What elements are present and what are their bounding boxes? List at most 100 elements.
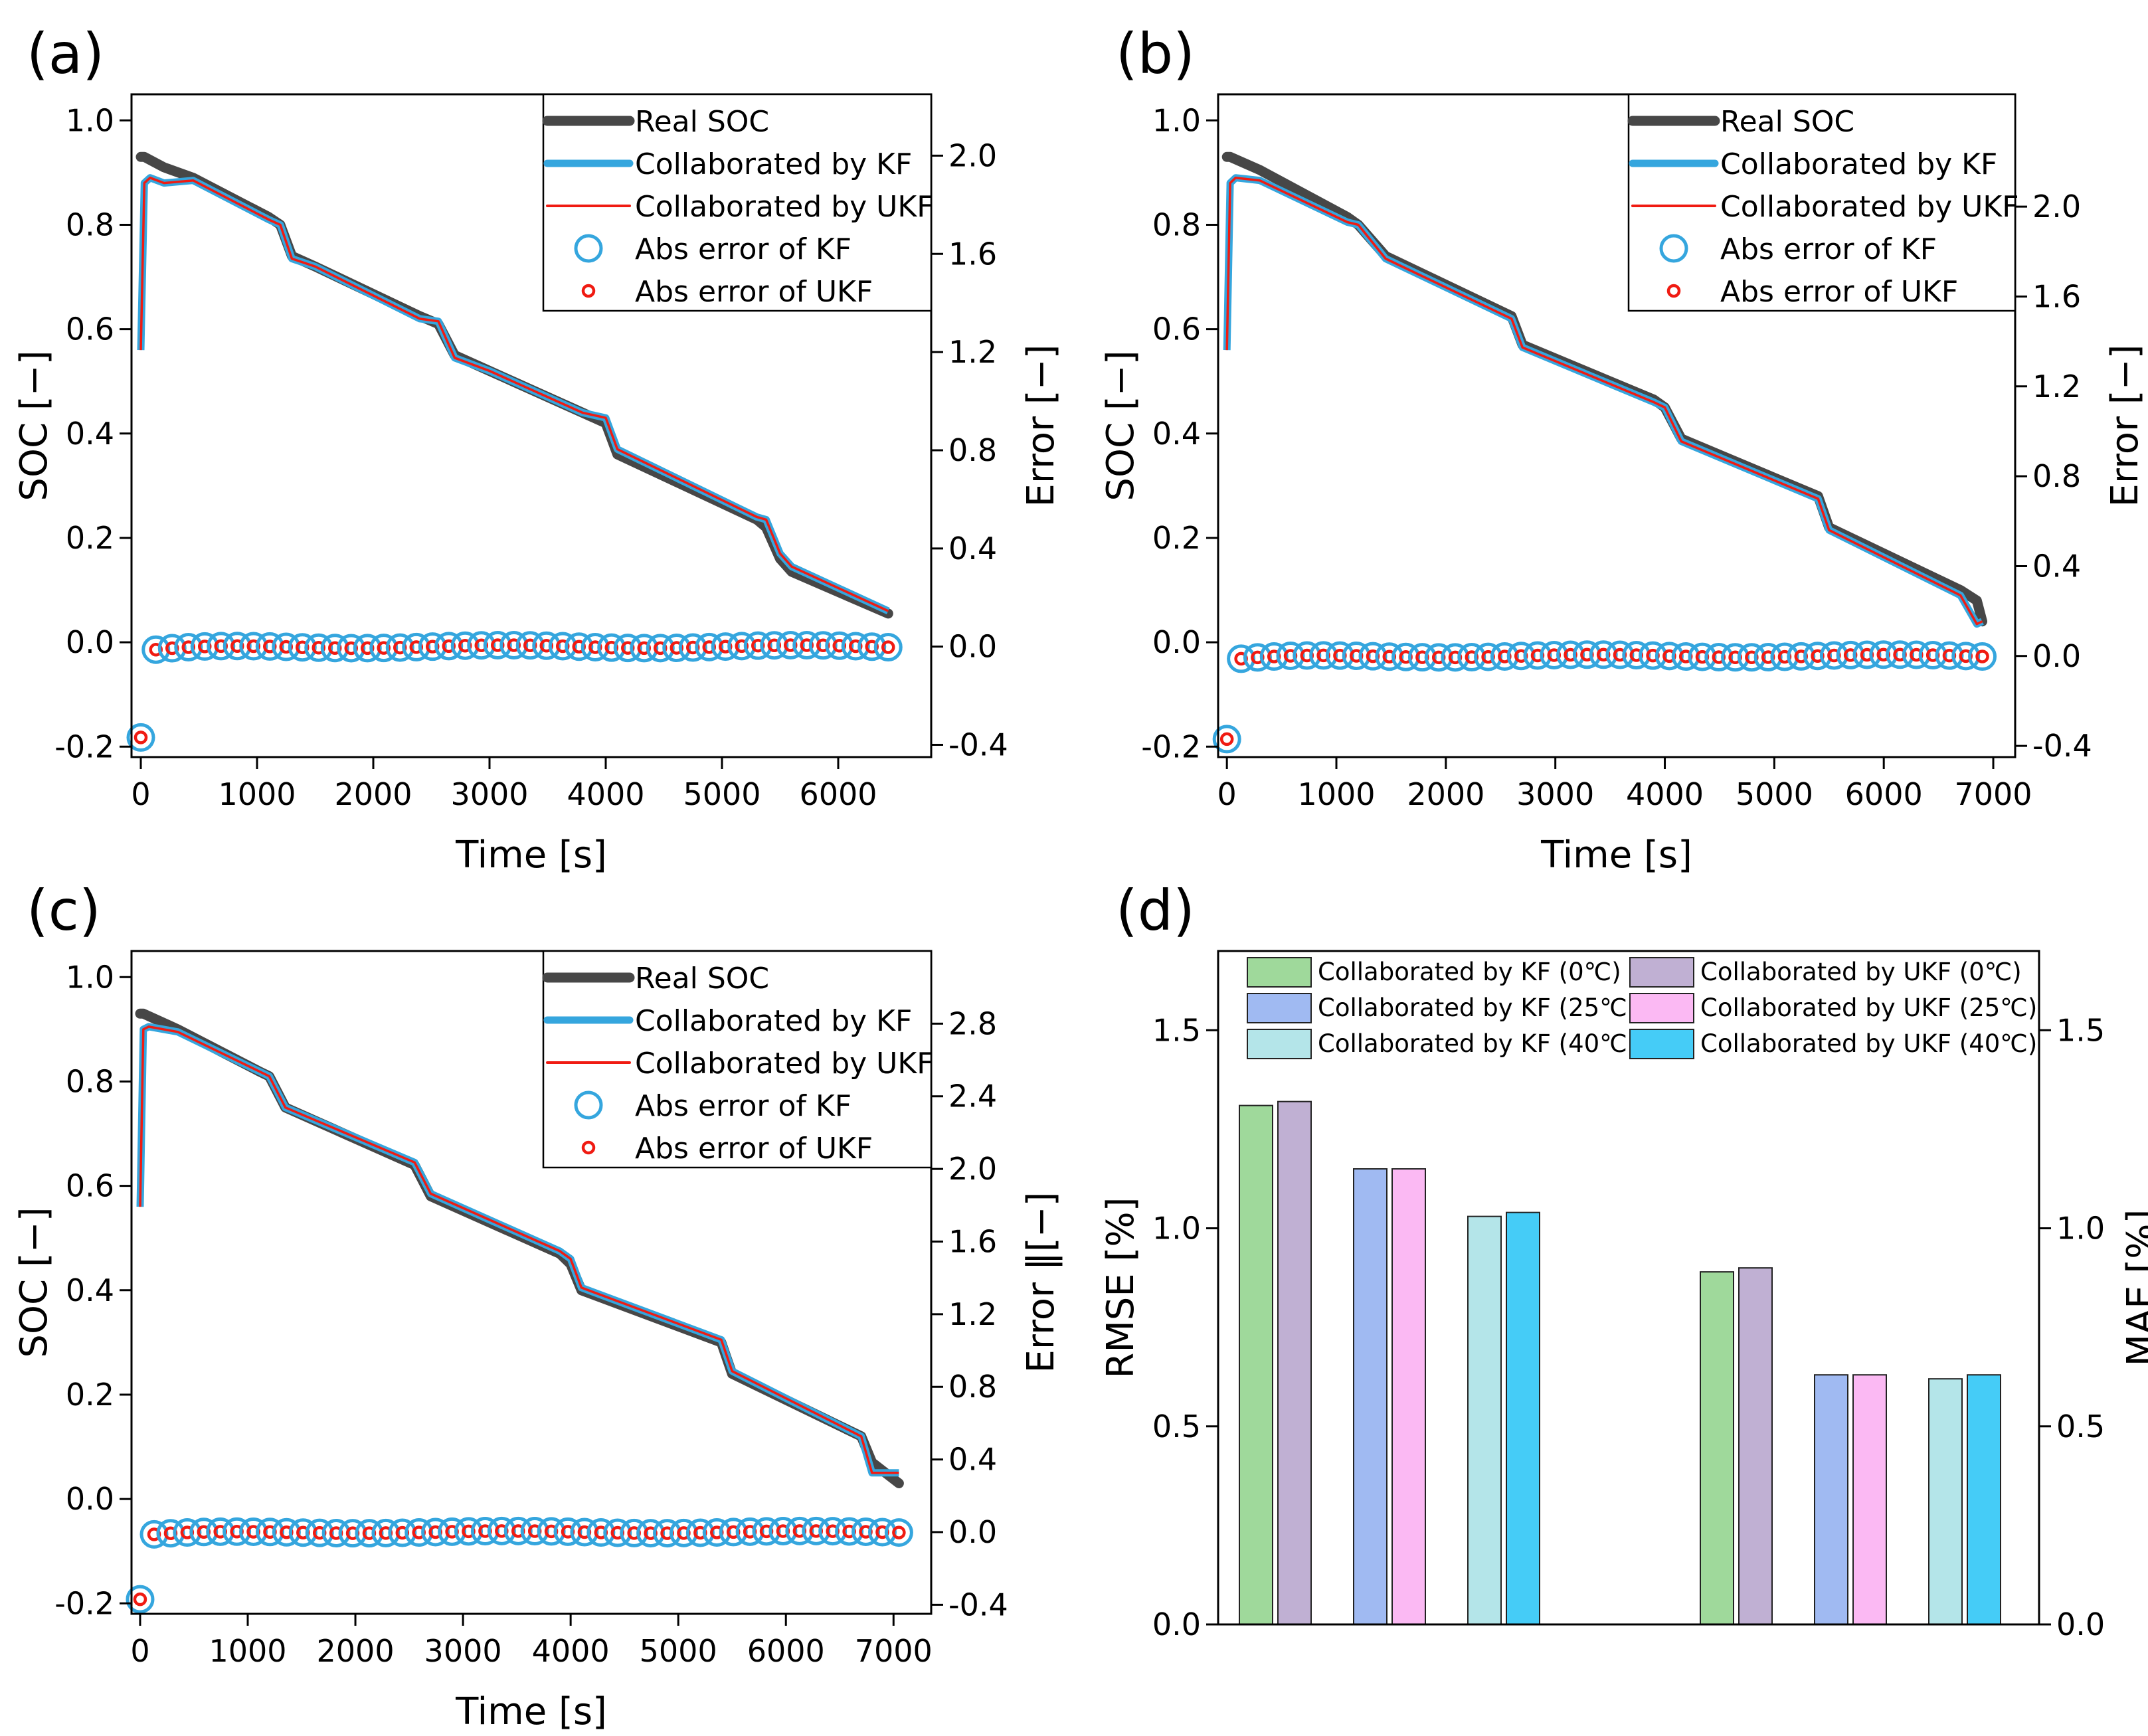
bar-rmse-2 — [1353, 1168, 1387, 1625]
axes-frame — [130, 950, 933, 1615]
y-tick-label: 0.4 — [66, 416, 114, 452]
legend-label: Collaborated by UKF (40℃) — [1700, 1029, 2037, 1058]
marker-kf-error — [565, 632, 594, 661]
y-tick-label: 0.2 — [66, 520, 114, 556]
y-tick-label: 0.6 — [1152, 311, 1201, 347]
series-ukf — [139, 1025, 899, 1474]
bar-rmse-4 — [1467, 1215, 1502, 1625]
y-tick-label: 0.8 — [66, 1063, 114, 1099]
legend: Real SOC Collaborated by KF Collaborated b… — [1627, 93, 2019, 312]
bar-mae-0 — [1700, 1271, 1734, 1626]
y-tick-label: 1.0 — [66, 959, 114, 995]
panel-label: (d) — [1116, 878, 1195, 943]
y2-axis-label: Error [−] — [1020, 345, 1063, 507]
error-markers — [126, 1516, 913, 1614]
x-tick-label: 4000 — [532, 1633, 610, 1669]
legend-label: Collaborated by KF — [635, 1004, 912, 1038]
marker-kf-error — [385, 633, 414, 662]
marker-kf-error — [223, 632, 252, 661]
y2-tick-label: 2.0 — [2032, 189, 2081, 224]
legend-label: Abs error of KF — [635, 1089, 851, 1123]
y-tick-label: -0.2 — [54, 729, 114, 764]
marker-kf-error — [532, 631, 561, 660]
marker-kf-error — [678, 633, 707, 662]
bar-mae-2 — [1814, 1374, 1848, 1626]
y-tick-label: 0.2 — [1152, 520, 1201, 556]
marker-kf-error — [255, 632, 284, 661]
x-tick-label: 3000 — [424, 1633, 502, 1669]
legend-box — [1627, 93, 2016, 312]
marker-kf-error — [597, 633, 626, 662]
x-tick-label: 7000 — [1954, 776, 2032, 812]
marker-kf-error — [467, 631, 496, 660]
marker-kf-error — [207, 632, 236, 661]
marker-kf-error — [760, 631, 789, 660]
x-tick-label: 4000 — [1626, 776, 1704, 812]
marker-kf-error — [646, 634, 675, 663]
y2-tick-label: 0.5 — [2056, 1409, 2105, 1444]
y-tick-label: 0.0 — [66, 624, 114, 660]
x-tick-label: 5000 — [683, 776, 761, 812]
x-axis-label: Time [s] — [1540, 833, 1692, 877]
legend-label: Abs error of KF — [1720, 232, 1937, 266]
y2-tick-label: 0.4 — [948, 531, 997, 566]
marker-kf-error — [711, 632, 740, 661]
marker-ukf-error — [134, 731, 148, 744]
bar-rmse-0 — [1239, 1104, 1273, 1625]
marker-kf-error — [792, 630, 822, 659]
y2-tick-label: 0.0 — [948, 629, 997, 665]
marker-kf-error — [353, 634, 382, 663]
y-axis-label: RMSE [%] — [1099, 1197, 1142, 1379]
series-ukf — [139, 176, 889, 612]
legend-swatch — [1629, 993, 1694, 1023]
bar-mae-5 — [1967, 1374, 2001, 1626]
y2-tick-label: 1.6 — [948, 1223, 997, 1259]
marker-ukf-error — [881, 640, 895, 654]
marker-kf-error — [418, 632, 447, 661]
legend: Real SOC Collaborated by KF Collaborated b… — [542, 950, 934, 1169]
marker-kf-error — [548, 632, 577, 661]
x-axis-label: Time [s] — [455, 833, 607, 877]
marker-kf-error — [126, 723, 155, 752]
x-tick-label: 0 — [1217, 776, 1237, 812]
y-tick-label: -0.2 — [1141, 729, 1201, 764]
marker-kf-error — [174, 632, 203, 661]
legend-marker — [574, 234, 603, 263]
y2-axis-label: Error ‖[−] — [1020, 1192, 1063, 1373]
marker-ukf-error — [892, 1525, 906, 1539]
y2-tick-label: 1.6 — [948, 236, 997, 272]
marker-kf-error — [320, 634, 349, 663]
marker-kf-error — [695, 632, 724, 661]
x-tick-label: 2000 — [1407, 776, 1484, 812]
legend-label: Collaborated by KF (0℃) — [1318, 958, 1621, 986]
legend-marker — [574, 1090, 603, 1120]
legend-marker — [581, 1140, 596, 1155]
bar-mae-3 — [1852, 1374, 1887, 1626]
chart-panel-a: (a) 0 1000 2000 3000 4000 5000 6000 -0.2 0.0 0.2 0.… — [13, 21, 1063, 877]
legend-marker — [1659, 234, 1688, 263]
y2-axis-label: Error [−] — [2103, 345, 2147, 507]
legend-box — [542, 93, 933, 312]
legend-label: Abs error of UKF — [635, 275, 873, 309]
legend-label: Collaborated by KF — [635, 147, 912, 181]
marker-kf-error — [825, 631, 854, 660]
y2-tick-label: -0.4 — [2032, 728, 2092, 764]
legend-label: Collaborated by KF — [1720, 147, 1997, 181]
legend-swatch — [1247, 993, 1312, 1023]
legend-label: Abs error of KF — [635, 232, 851, 266]
y-tick-label: 0.0 — [1152, 624, 1201, 660]
marker-kf-error — [808, 631, 838, 660]
chart-panel-c: (c) 0 1000 2000 3000 4000 5000 6000 7000 -0.2 0.0 0… — [13, 878, 1063, 1733]
y-tick-label: 0.2 — [66, 1377, 114, 1413]
legend-label: Collaborated by UKF — [1720, 190, 2019, 224]
chart-panel-d: (d) 0.0 0.5 1.0 1.5 0.0 0.5 1.0 1.5 RMSE [%] MAE [… — [1099, 878, 2148, 1642]
x-tick-label: 7000 — [855, 1633, 933, 1669]
y-tick-label: 0.8 — [1152, 207, 1201, 242]
axes-frame — [1217, 93, 2016, 758]
marker-kf-error — [483, 630, 512, 659]
y2-tick-label: 0.0 — [2032, 638, 2081, 674]
legend-box — [542, 950, 933, 1169]
y-tick-label: 1.0 — [66, 102, 114, 138]
legend-label: Collaborated by UKF — [635, 1047, 934, 1081]
